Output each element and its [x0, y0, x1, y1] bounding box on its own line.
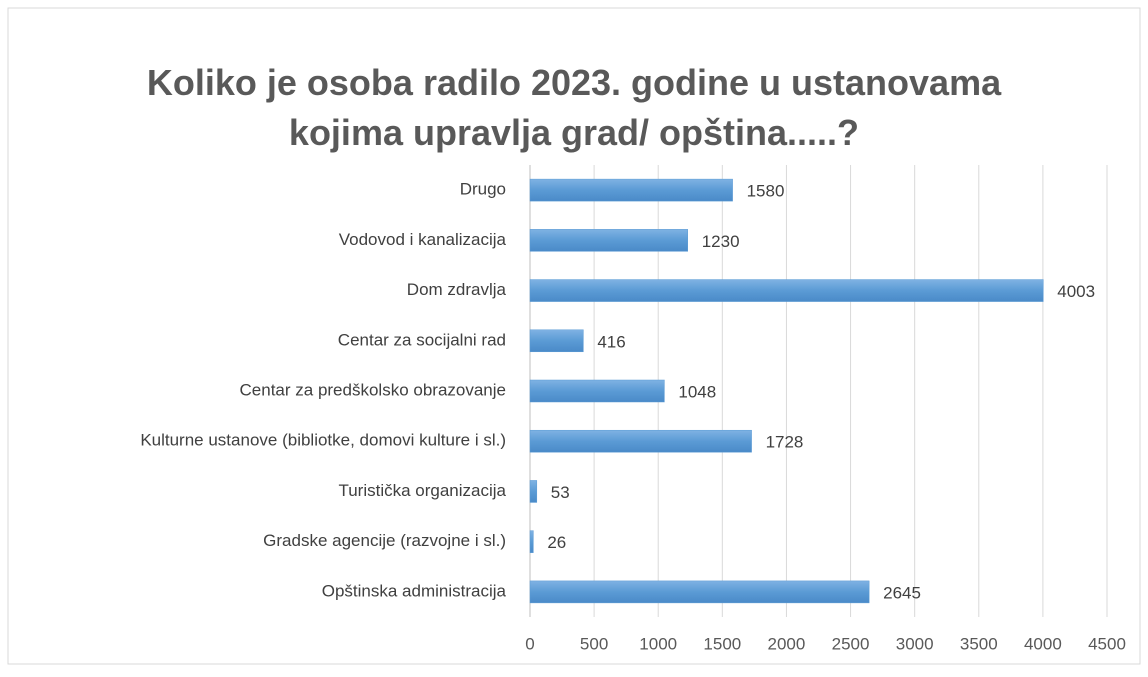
x-tick-label: 2000	[768, 634, 806, 653]
y-tick-label: Drugo	[460, 180, 506, 199]
bar	[529, 178, 733, 202]
bar	[529, 429, 752, 453]
y-tick-label: Gradske agencije (razvojne i sl.)	[263, 531, 506, 550]
data-label: 53	[551, 483, 570, 502]
y-tick-label: Vodovod i kanalizacija	[339, 230, 507, 249]
data-label: 1230	[702, 232, 740, 251]
y-tick-label: Centar za socijalni rad	[338, 330, 506, 349]
bar	[529, 279, 1044, 302]
y-tick-label: Centar za predškolsko obrazovanje	[240, 380, 506, 399]
x-tick-label: 4500	[1088, 634, 1126, 653]
y-tick-label: Turistička organizacija	[338, 481, 506, 500]
data-label: 416	[597, 332, 625, 351]
x-tick-label: 1000	[639, 634, 677, 653]
data-label: 1580	[747, 182, 785, 201]
data-label: 26	[547, 533, 566, 552]
bar	[529, 530, 534, 553]
bar	[529, 480, 538, 503]
data-label: 1728	[766, 433, 804, 452]
x-tick-label: 1500	[703, 634, 741, 653]
x-tick-label: 4000	[1024, 634, 1062, 653]
bar	[529, 379, 665, 403]
data-label: 2645	[883, 583, 921, 602]
data-label: 1048	[678, 382, 716, 401]
data-label: 4003	[1057, 282, 1095, 301]
x-tick-label: 3500	[960, 634, 998, 653]
chart-title: Koliko je osoba radilo 2023. godine u us…	[147, 62, 1002, 153]
x-tick-label: 2500	[832, 634, 870, 653]
x-tick-label: 500	[580, 634, 608, 653]
bar	[529, 329, 584, 353]
x-tick-label: 3000	[896, 634, 934, 653]
bar	[529, 229, 688, 252]
y-tick-label: Kulturne ustanove (bibliotke, domovi kul…	[140, 431, 506, 450]
y-tick-label: Opštinska administracija	[322, 581, 507, 600]
y-tick-label: Dom zdravlja	[407, 280, 507, 299]
bar	[529, 580, 870, 604]
x-tick-label: 0	[525, 634, 534, 653]
